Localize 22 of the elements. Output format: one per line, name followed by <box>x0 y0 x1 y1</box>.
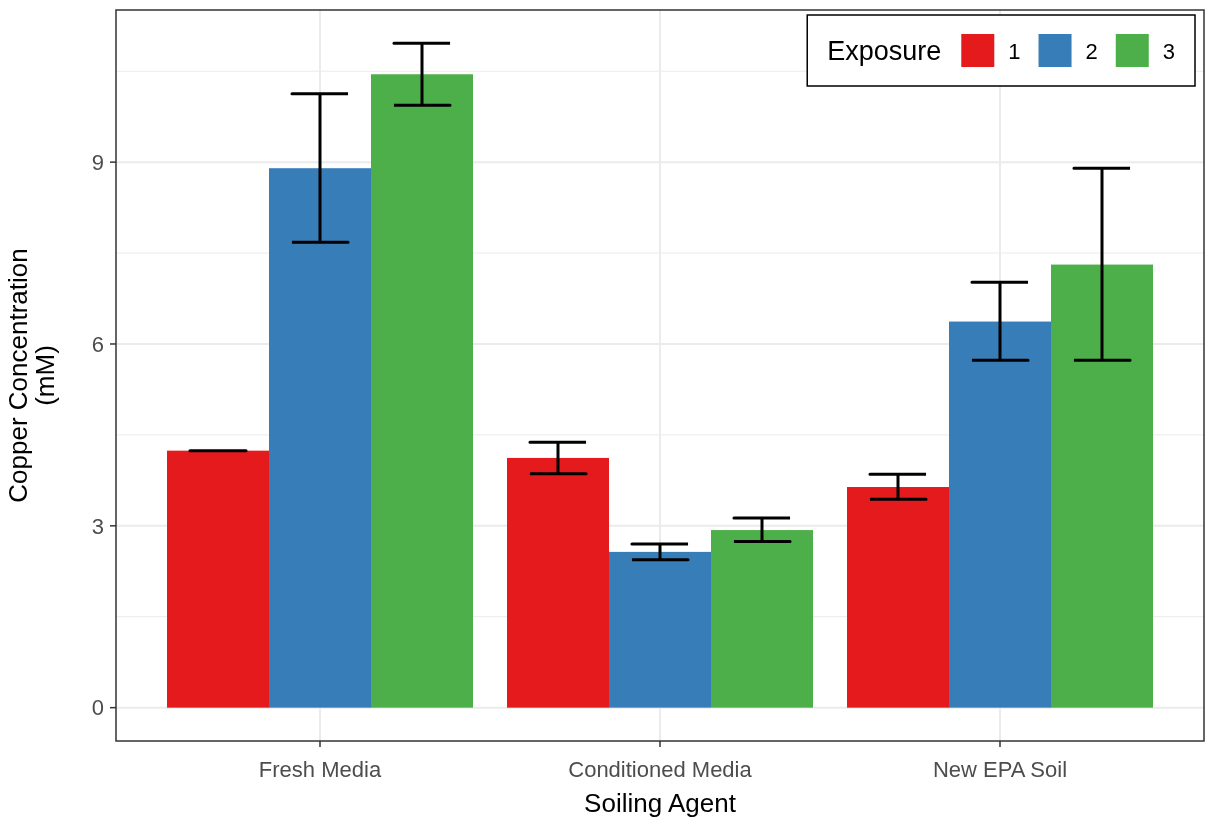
y-tick-label: 3 <box>91 513 104 539</box>
bar <box>609 551 711 708</box>
legend-label: 2 <box>1085 38 1098 64</box>
y-tick-label: 6 <box>91 331 104 357</box>
legend-label: 1 <box>1008 38 1021 64</box>
legend-label: 3 <box>1162 38 1176 64</box>
bar <box>371 74 473 708</box>
x-tick-label: Conditioned Media <box>568 757 753 782</box>
bar <box>1051 264 1153 708</box>
bar <box>269 168 371 708</box>
y-tick-label: 9 <box>91 149 104 175</box>
bar <box>711 530 813 708</box>
x-tick-label: New EPA Soil <box>932 757 1068 782</box>
bar <box>847 487 949 708</box>
y-tick-label: 0 <box>91 695 104 721</box>
legend-title: Exposure <box>827 35 942 66</box>
bar <box>949 321 1051 708</box>
bar <box>167 450 269 708</box>
y-axis-title: Copper Concentration (mM) <box>3 248 60 503</box>
x-axis-title: Soiling Agent <box>584 788 737 818</box>
bar <box>507 457 609 708</box>
x-tick-label: Fresh Media <box>258 757 382 782</box>
